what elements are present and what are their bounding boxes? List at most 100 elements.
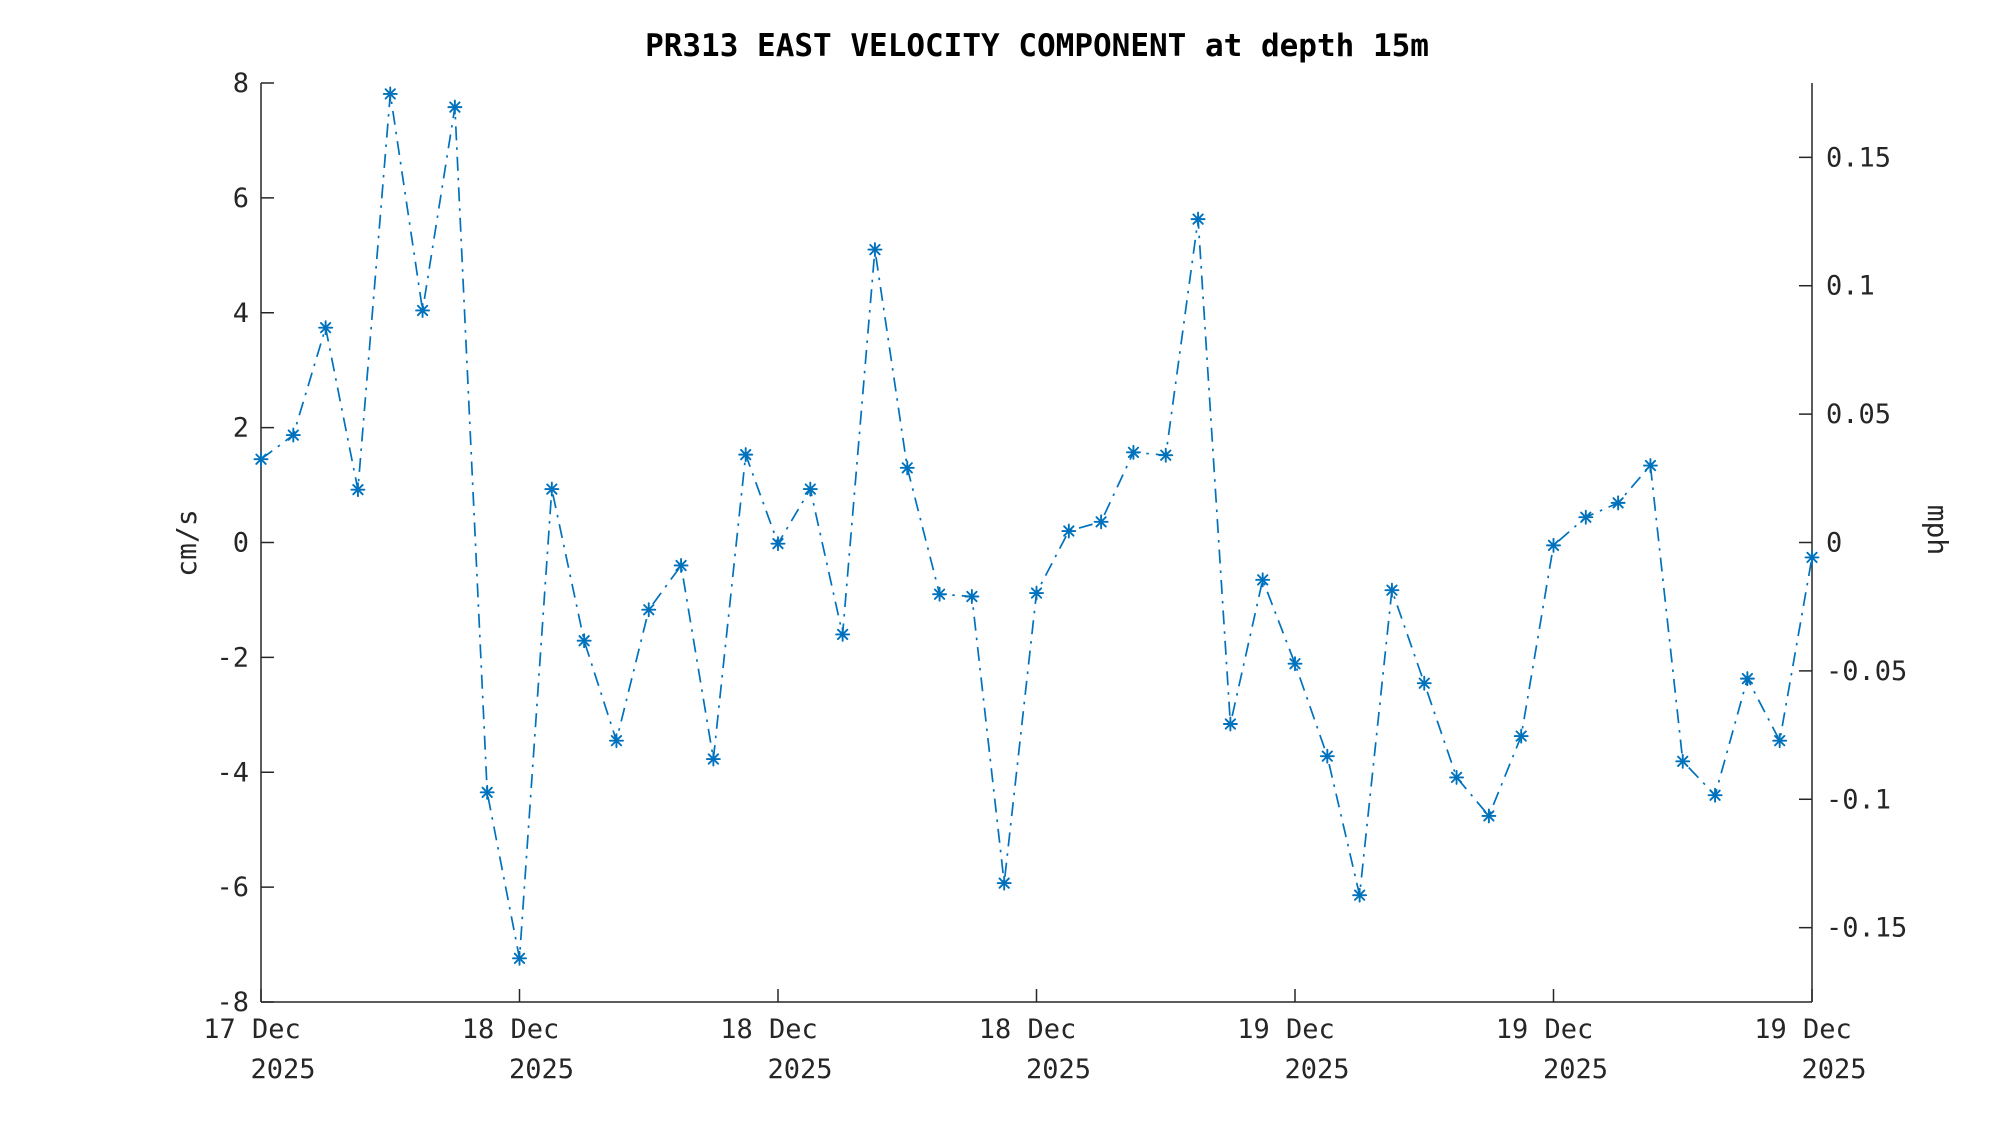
data-point-marker xyxy=(253,451,269,467)
marker-arm xyxy=(1806,551,1818,564)
data-point-marker xyxy=(1319,748,1335,764)
marker-arm xyxy=(933,588,946,600)
marker-arm xyxy=(643,604,655,616)
data-point-marker xyxy=(899,460,915,476)
marker-arm xyxy=(1386,584,1398,596)
right-tick-label: 0 xyxy=(1826,528,1842,559)
marker-arm xyxy=(610,735,623,747)
data-point-marker xyxy=(1642,458,1658,473)
data-point-marker xyxy=(1772,733,1788,749)
marker-arm xyxy=(1289,658,1301,670)
marker-arm xyxy=(1160,449,1172,461)
marker-arm xyxy=(481,786,493,799)
left-tick-label: 0 xyxy=(233,528,249,559)
marker-arm xyxy=(966,590,978,603)
marker-arm xyxy=(1515,730,1527,742)
left-axis-label: cm/s xyxy=(170,509,203,576)
left-tick-label: 6 xyxy=(233,183,249,214)
marker-arm xyxy=(449,101,461,113)
data-point-marker xyxy=(1449,769,1465,785)
marker-arm xyxy=(384,88,396,100)
x-tick-label-year: 2025 xyxy=(250,1054,315,1085)
left-tick-label: 8 xyxy=(233,68,249,99)
marker-arm xyxy=(352,484,364,496)
data-point-marker xyxy=(1610,495,1626,511)
data-point-marker xyxy=(1546,537,1561,553)
marker-arm xyxy=(772,537,784,550)
x-tick-label-year: 2025 xyxy=(509,1054,574,1085)
data-point-marker xyxy=(1158,447,1174,463)
data-point-marker xyxy=(738,447,754,463)
marker-arm xyxy=(319,322,332,334)
data-point-marker xyxy=(932,586,948,602)
data-point-marker xyxy=(1352,887,1368,903)
data-point-marker xyxy=(415,303,431,318)
chart-title: PR313 EAST VELOCITY COMPONENT at depth 1… xyxy=(645,28,1429,64)
data-point-marker xyxy=(1804,549,1820,565)
data-point-marker xyxy=(512,950,527,966)
right-tick-label: 0.15 xyxy=(1826,142,1891,173)
left-tick-label: -6 xyxy=(216,872,249,903)
velocity-line xyxy=(260,93,1813,959)
left-tick-label: -2 xyxy=(216,642,249,673)
marker-arm xyxy=(1192,213,1204,225)
left-tick-label: 2 xyxy=(233,413,249,444)
axes: 8 6 4 2 0 -2 -4 -6 -8 0.15 0.1 0.05 0 -0.05 -0.1 -0.15 1… xyxy=(203,68,1907,1085)
marker-arm xyxy=(740,448,752,461)
data-point-marker xyxy=(802,481,818,497)
marker-arm xyxy=(1095,516,1107,528)
data-point-marker xyxy=(835,626,851,642)
marker-arm xyxy=(901,462,913,474)
x-tick-label-year: 2025 xyxy=(1543,1054,1608,1085)
marker-arm xyxy=(1741,672,1754,685)
data-point-marker xyxy=(641,602,657,618)
data-point-marker xyxy=(1513,728,1529,744)
marker-arm xyxy=(1030,587,1043,599)
data-point-marker xyxy=(867,242,883,258)
marker-arm xyxy=(1257,574,1269,586)
x-tick-label-year: 2025 xyxy=(1026,1054,1091,1085)
data-point-marker xyxy=(1416,675,1432,691)
data-point-marker xyxy=(1255,572,1271,588)
data-point-marker xyxy=(1739,671,1755,687)
marker-arm xyxy=(578,635,590,647)
marker-arm xyxy=(1580,511,1592,523)
right-tick-label: 0.05 xyxy=(1826,399,1891,430)
data-point-marker xyxy=(1707,787,1723,803)
data-point-marker xyxy=(673,558,689,573)
marker-arm xyxy=(1127,446,1140,458)
right-tick-label: -0.15 xyxy=(1826,913,1907,944)
data-point-marker xyxy=(1125,444,1141,460)
data-point-marker xyxy=(544,481,560,497)
data-point-marker xyxy=(382,86,398,102)
data-point-marker xyxy=(608,733,624,749)
x-tick-label-year: 2025 xyxy=(1284,1054,1349,1085)
marker-arm xyxy=(513,952,526,964)
marker-arm xyxy=(416,304,429,317)
data-point-marker xyxy=(479,784,495,800)
marker-arm xyxy=(804,483,816,495)
left-tick-label: -4 xyxy=(216,757,249,788)
marker-arm xyxy=(1677,755,1689,767)
data-point-marker xyxy=(576,633,592,649)
marker-arm xyxy=(546,483,558,495)
data-point-marker xyxy=(705,751,721,767)
data-point-marker xyxy=(318,320,334,336)
x-tick-label-day: 19 Dec xyxy=(1754,1014,1852,1045)
x-tick-label-day: 18 Dec xyxy=(720,1014,818,1045)
data-point-marker xyxy=(1190,211,1206,227)
right-tick-label: 0.1 xyxy=(1826,271,1875,302)
marker-arm xyxy=(1774,735,1786,747)
data-point-marker xyxy=(1481,808,1497,824)
data-point-marker xyxy=(447,99,463,115)
marker-arm xyxy=(707,753,720,765)
marker-arm xyxy=(1709,789,1721,801)
marker-arm xyxy=(998,877,1010,889)
data-point-marker xyxy=(1093,514,1109,530)
data-point-marker xyxy=(1287,656,1303,672)
marker-arm xyxy=(1321,750,1333,762)
marker-arm xyxy=(1353,889,1366,901)
marker-arm xyxy=(1547,539,1560,552)
marker-arm xyxy=(1063,525,1075,537)
